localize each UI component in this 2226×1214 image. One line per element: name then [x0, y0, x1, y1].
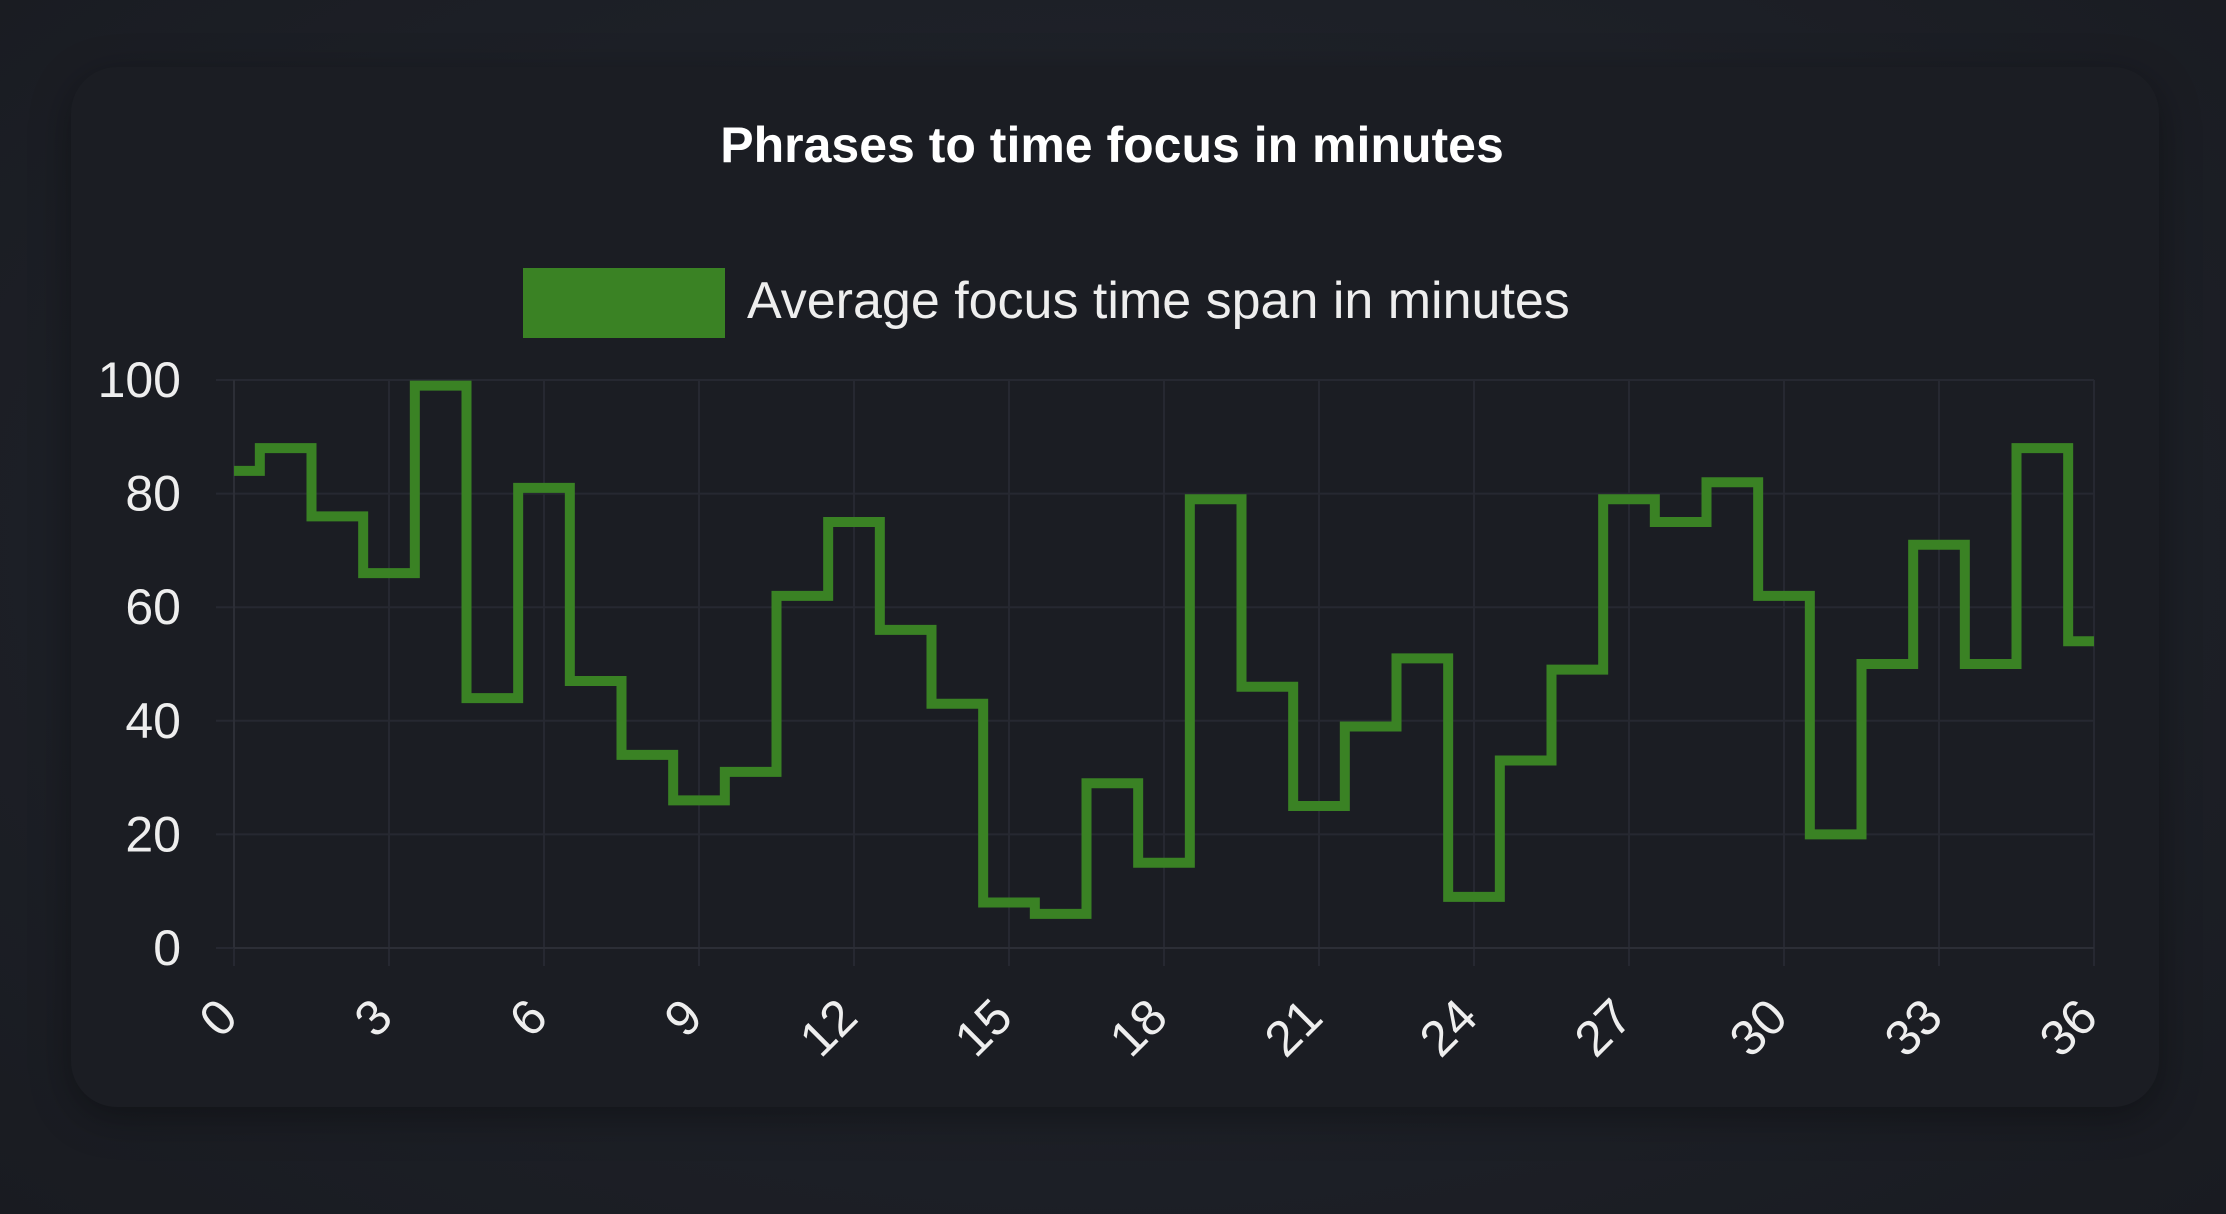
y-axis-ticks: 0 20 40 60 80 100	[98, 352, 181, 976]
legend-swatch[interactable]	[523, 268, 725, 338]
x-tick-label: 36	[2029, 988, 2108, 1067]
y-tick-label: 60	[125, 579, 181, 635]
y-tick-label: 20	[125, 806, 181, 862]
y-tick-label: 100	[98, 352, 181, 408]
x-tick-label: 21	[1254, 988, 1333, 1067]
x-tick-label: 33	[1874, 988, 1953, 1067]
x-tick-label: 12	[789, 988, 868, 1067]
series-line-average-focus[interactable]	[234, 380, 2094, 919]
y-tick-label: 0	[153, 920, 181, 976]
chart-title: Phrases to time focus in minutes	[720, 117, 1504, 173]
x-tick-label: 9	[654, 988, 713, 1047]
y-tick-label: 40	[125, 693, 181, 749]
legend-label[interactable]: Average focus time span in minutes	[747, 272, 1570, 330]
x-axis-ticks: 0 3 6 9 12 15 18 21 24 27 30 33 36	[189, 988, 2108, 1067]
x-tick-label: 6	[499, 988, 558, 1047]
x-tick-label: 27	[1564, 988, 1643, 1067]
x-tick-label: 30	[1719, 988, 1798, 1067]
y-tick-label: 80	[125, 466, 181, 522]
legend: Average focus time span in minutes	[523, 268, 1570, 338]
x-tick-label: 18	[1099, 988, 1178, 1067]
x-tick-label: 3	[344, 988, 403, 1047]
chart-card	[71, 67, 2159, 1107]
x-tick-label: 24	[1409, 988, 1488, 1067]
x-tick-label: 0	[189, 988, 248, 1047]
x-tick-label: 15	[944, 988, 1023, 1067]
